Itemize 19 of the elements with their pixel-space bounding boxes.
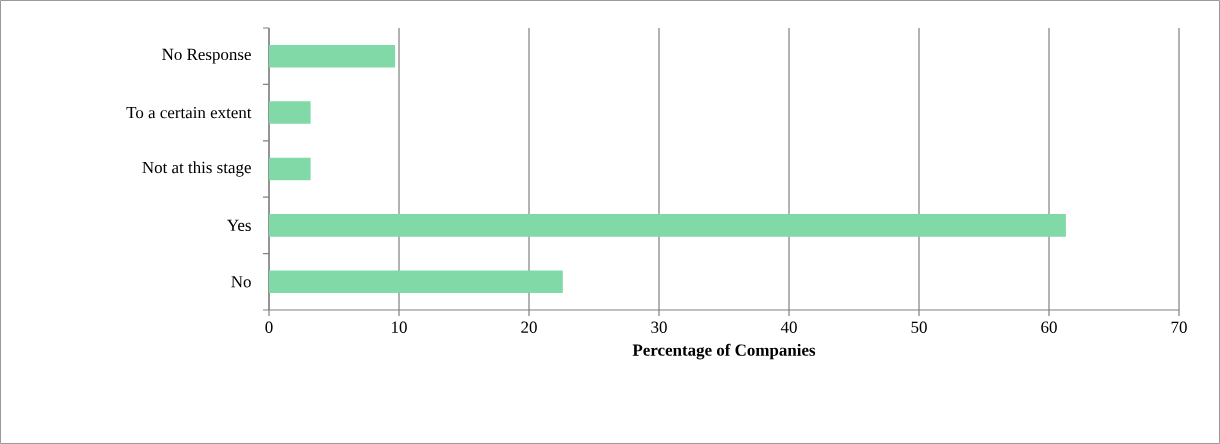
x-tick-label: 60	[1041, 321, 1057, 333]
y-tick-label: No Response	[162, 48, 251, 64]
x-tick-label: 40	[780, 321, 797, 333]
x-tick-label: 0	[265, 321, 273, 333]
x-tick-label: 70	[1171, 321, 1187, 333]
bar	[269, 157, 311, 181]
bar	[269, 44, 396, 68]
y-tick-label: No	[231, 276, 251, 288]
bar	[269, 270, 563, 294]
x-tick-label: 10	[392, 321, 407, 333]
x-tick-label: 50	[911, 321, 927, 333]
bar	[269, 101, 311, 124]
bar	[269, 214, 1066, 237]
y-tick-label: Yes	[227, 219, 251, 232]
y-tick-label: To a certain extent	[126, 106, 252, 119]
x-axis-title: Percentage of Companies	[632, 343, 816, 360]
x-tick-label: 30	[651, 321, 667, 333]
y-tick-label: Not at this stage	[142, 161, 251, 177]
x-tick-label: 20	[521, 321, 537, 333]
